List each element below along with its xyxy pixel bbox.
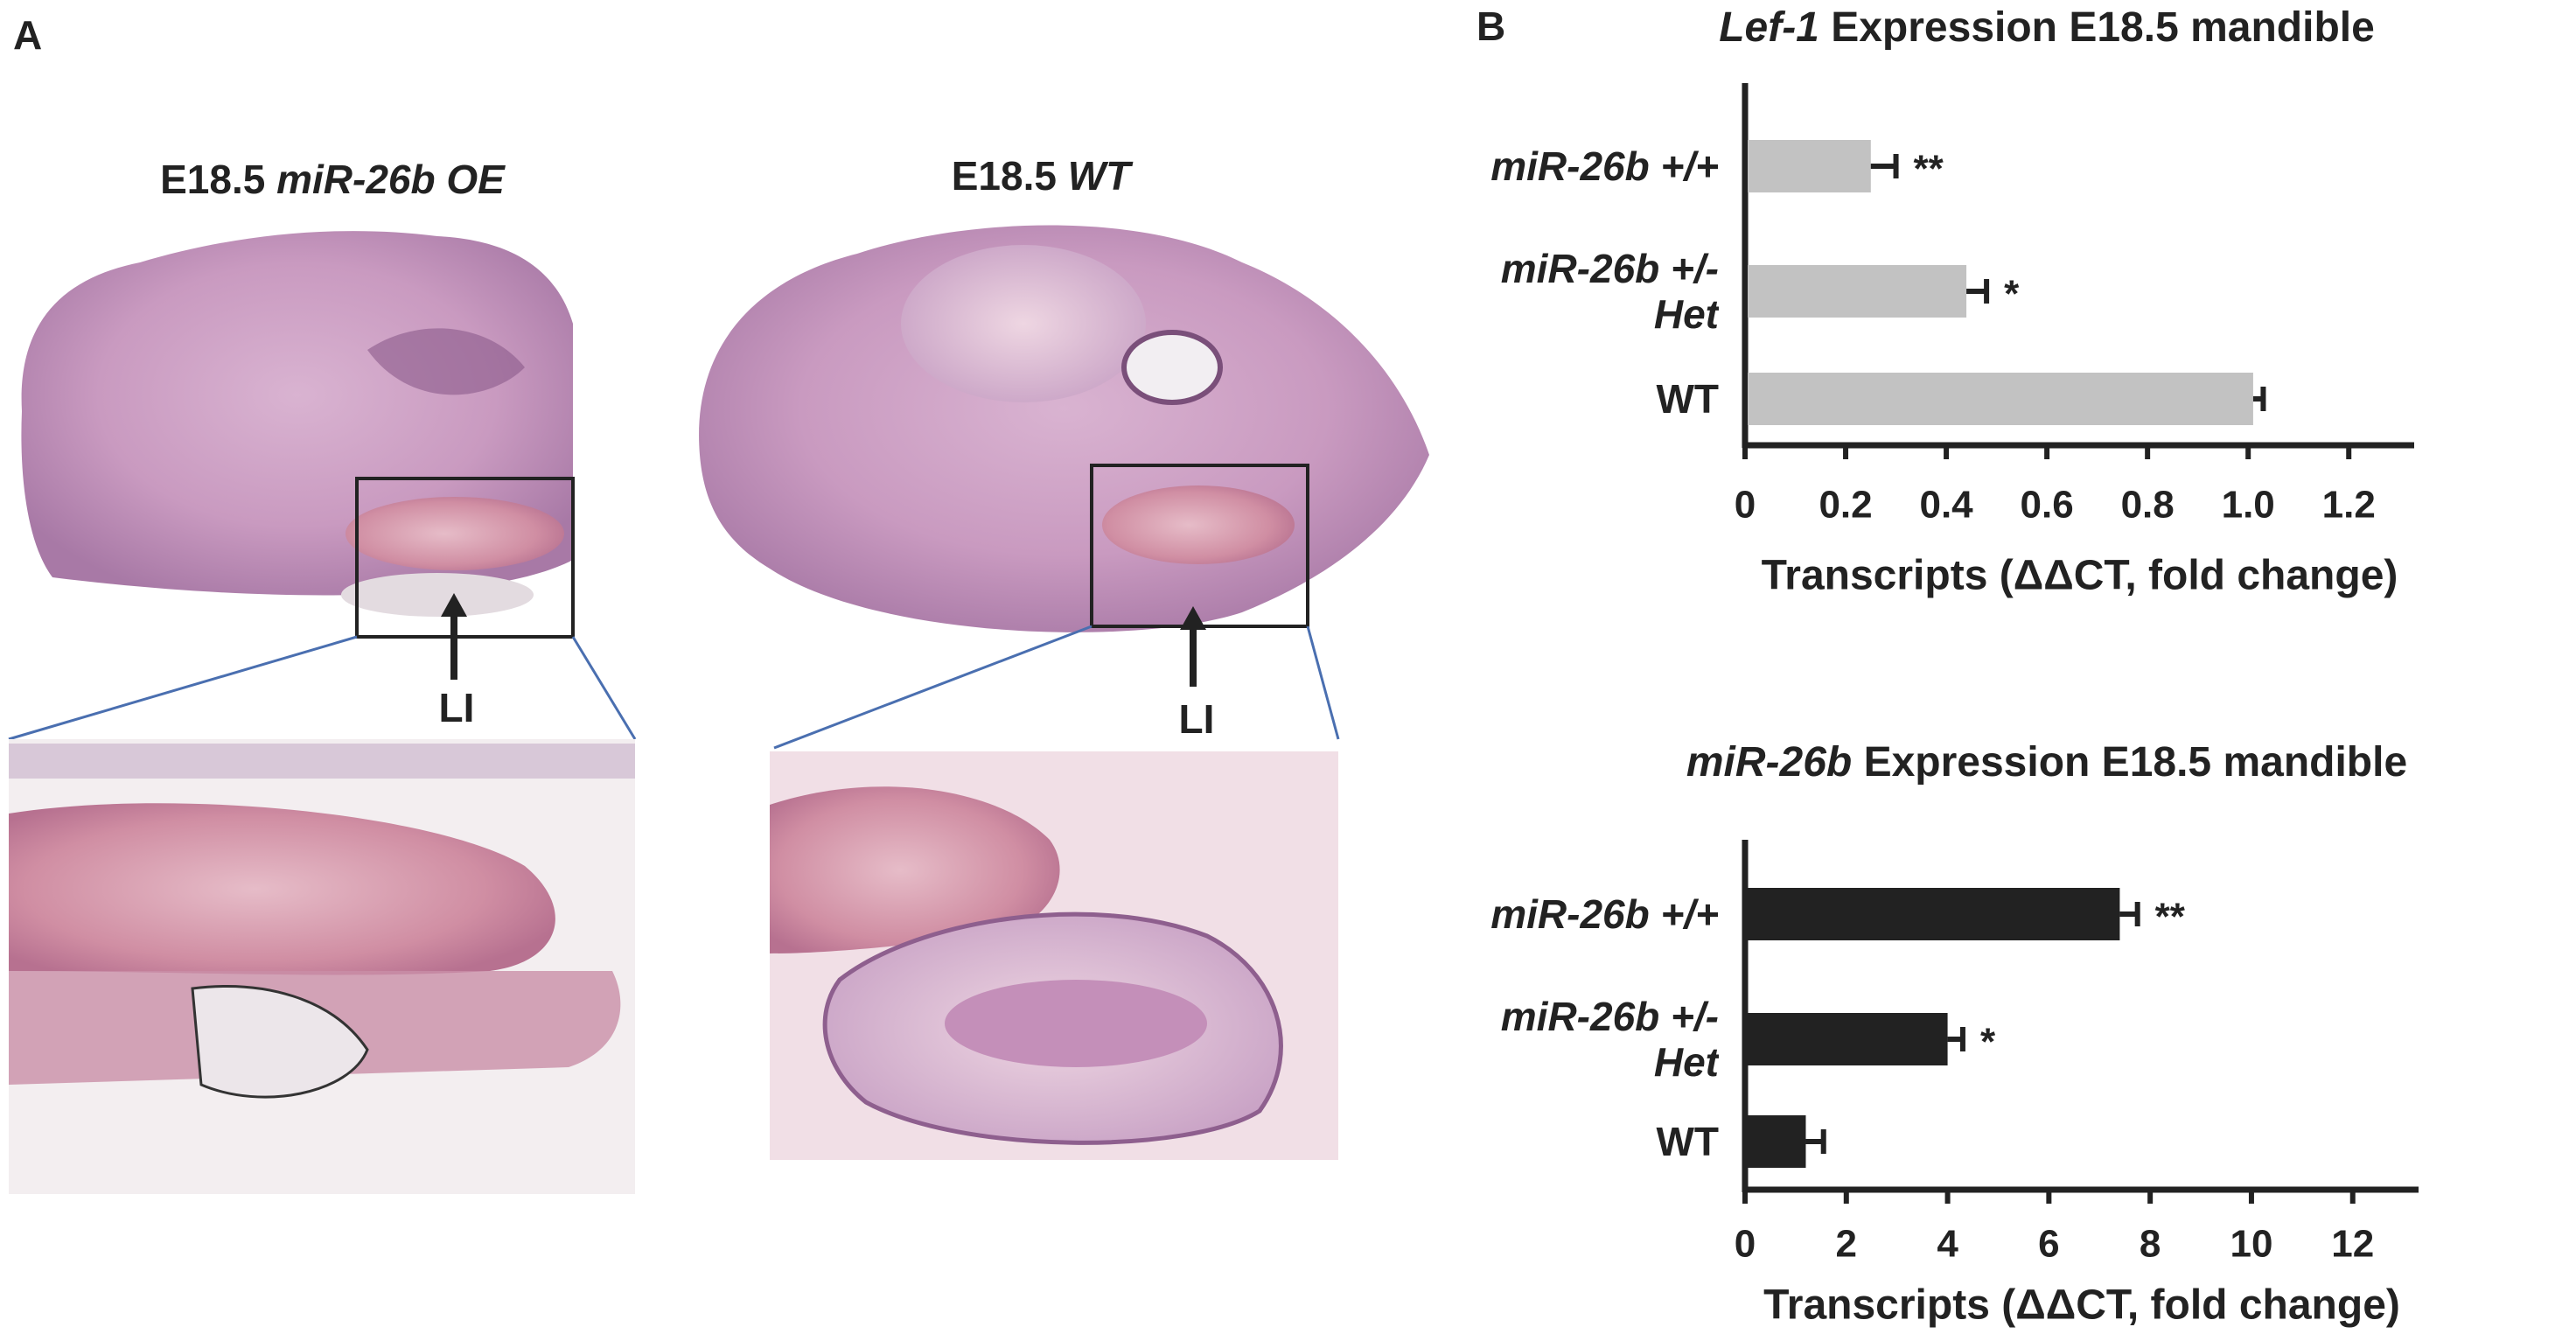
x-tick-label: 2: [1836, 1223, 1857, 1266]
image-title-italic: miR-26b OE: [276, 157, 506, 202]
x-tick-label: 0.2: [1819, 484, 1872, 527]
bar: [1748, 1013, 1948, 1065]
x-tick-label: 4: [1937, 1223, 1958, 1266]
x-tick-label: 0: [1735, 1223, 1756, 1266]
chart-title-italic: Lef-1: [1719, 4, 1819, 51]
error-bar: [1870, 154, 1899, 178]
category-box: miR-26b +/- Het: [1500, 994, 1719, 1085]
image-title-text: E18.5: [160, 157, 265, 202]
arrow-label: LI: [1179, 696, 1215, 742]
zoom-line: [8, 635, 358, 741]
bar: [1748, 888, 2120, 940]
arrow-label: LI: [439, 685, 475, 730]
x-axis-label: Transcripts (ΔΔCT, fold change): [1762, 553, 2398, 599]
histology-zoom: [770, 751, 1338, 1160]
image-title-italic: WT: [1068, 153, 1134, 199]
image-title: E18.5 miR-26b OE: [160, 157, 506, 202]
x-tick-label: 1.0: [2222, 484, 2275, 527]
zoom-box: [355, 477, 575, 639]
chart-title-text: Expression E18.5 mandible: [1864, 739, 2408, 786]
x-axis-label: Transcripts (ΔΔCT, fold change): [1763, 1282, 2400, 1329]
bar: [1748, 1115, 1806, 1168]
error-bar: [2252, 387, 2266, 411]
bar: [1748, 140, 1871, 192]
panel-label: B: [1476, 3, 1505, 49]
x-tick-label: 10: [2230, 1223, 2272, 1266]
x-tick-label: 1.2: [2322, 484, 2376, 527]
error-bar: [1805, 1129, 1826, 1154]
category-box: WT: [1656, 1119, 1719, 1164]
panel-label: A: [13, 12, 42, 58]
chart-title: miR-26b Expression E18.5 mandible: [1686, 739, 2407, 786]
significance: **: [1914, 148, 1944, 191]
y-tick-label: WT: [1656, 1119, 1719, 1164]
significance: **: [2155, 896, 2186, 939]
y-tick-label: miR-26b +/+: [1490, 891, 1719, 937]
y-tick-label: miR-26b +/- Het: [1500, 246, 1719, 337]
image-title-text: E18.5: [952, 153, 1057, 199]
x-tick-label: 12: [2331, 1223, 2374, 1266]
x-tick-label: 0.8: [2121, 484, 2175, 527]
zoom-line: [1306, 625, 1340, 740]
x-tick-label: 0.4: [1919, 484, 1973, 527]
x-tick-label: 0.6: [2021, 484, 2074, 527]
category-box: miR-26b +/+: [1490, 891, 1719, 937]
category-box: miR-26b +/+: [1490, 143, 1719, 189]
histology-image: [699, 225, 1429, 632]
x-tick-label: 8: [2140, 1223, 2161, 1266]
histology-image: [21, 231, 573, 617]
error-bar: [1947, 1027, 1965, 1051]
zoom-line: [571, 636, 637, 740]
error-bar: [2119, 902, 2140, 926]
image-title: E18.5 WT: [952, 153, 1134, 199]
x-tick-label: 0: [1735, 484, 1756, 527]
chart-title: Lef-1 Expression E18.5 mandible: [1719, 4, 2375, 51]
bar: [1748, 265, 1967, 318]
chart-title-text: Expression E18.5 mandible: [1831, 4, 2375, 51]
chart-title-italic: miR-26b: [1686, 739, 1852, 786]
y-tick-label: WT: [1656, 376, 1719, 422]
bar: [1748, 373, 2253, 425]
zoom-line: [773, 625, 1093, 750]
significance: *: [1980, 1021, 1996, 1064]
y-tick-label: miR-26b +/+: [1490, 143, 1719, 189]
x-tick-label: 6: [2038, 1223, 2059, 1266]
histology-zoom: [9, 739, 635, 1194]
significance: *: [2004, 273, 2020, 316]
error-bar: [1966, 279, 1990, 304]
category-box: miR-26b +/- Het: [1500, 246, 1719, 337]
category-box: WT: [1656, 376, 1719, 422]
arrow-head: [441, 593, 467, 617]
y-tick-label: miR-26b +/- Het: [1500, 994, 1719, 1085]
arrow-head: [1180, 606, 1206, 630]
